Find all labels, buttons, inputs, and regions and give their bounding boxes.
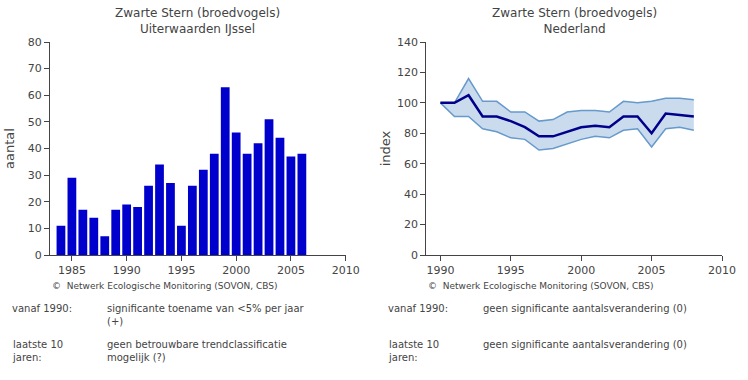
svg-text:0: 0 [35,249,42,262]
svg-text:2000: 2000 [222,264,250,277]
svg-text:1995: 1995 [167,264,195,277]
svg-text:0: 0 [411,249,418,262]
svg-text:120: 120 [397,66,418,79]
svg-text:30: 30 [28,169,42,182]
svg-text:1990: 1990 [113,264,141,277]
svg-text:2005: 2005 [638,264,666,277]
svg-text:index: index [378,130,393,166]
svg-text:laatste 10jaren:: laatste 10jaren: [388,339,439,363]
svg-text:1985: 1985 [58,264,86,277]
svg-text:geen significante aantalsveran: geen significante aantalsverandering (0) [483,339,687,350]
svg-text:20: 20 [404,218,418,231]
svg-text:20: 20 [28,196,42,209]
svg-text:© Netwerk Ecologische Monitor: © Netwerk Ecologische Monitoring (SOVON,… [428,281,654,291]
svg-text:140: 140 [397,36,418,49]
svg-text:vanaf 1990:: vanaf 1990: [12,303,72,314]
svg-text:80: 80 [28,36,42,49]
svg-text:60: 60 [404,158,418,171]
svg-text:significante toename van <5% p: significante toename van <5% per jaar(+) [107,303,305,327]
svg-text:vanaf 1990:: vanaf 1990: [388,303,448,314]
svg-text:2000: 2000 [567,264,595,277]
svg-text:10: 10 [28,222,42,235]
svg-text:geen betrouwbare trendclassifi: geen betrouwbare trendclassificatiemogel… [107,339,287,363]
svg-text:70: 70 [28,62,42,75]
svg-text:1995: 1995 [497,264,525,277]
svg-text:40: 40 [404,188,418,201]
svg-text:laatste 10jaren:: laatste 10jaren: [12,339,63,363]
svg-text:Zwarte Stern (broedvogels)Nede: Zwarte Stern (broedvogels)Nederland [492,6,657,36]
svg-text:2010: 2010 [332,264,360,277]
svg-text:100: 100 [397,97,418,110]
svg-text:40: 40 [28,142,42,155]
svg-text:aantal: aantal [2,128,17,169]
svg-text:Zwarte Stern (broedvogels)Uite: Zwarte Stern (broedvogels)Uiterwaarden I… [115,6,280,36]
svg-text:2010: 2010 [708,264,736,277]
svg-text:© Netwerk Ecologische Monitor: © Netwerk Ecologische Monitoring (SOVON,… [52,281,278,291]
svg-text:geen significante aantalsveran: geen significante aantalsverandering (0) [483,303,687,314]
svg-text:50: 50 [28,116,42,129]
svg-text:60: 60 [28,89,42,102]
svg-text:80: 80 [404,127,418,140]
svg-text:2005: 2005 [277,264,305,277]
svg-text:1990: 1990 [426,264,454,277]
